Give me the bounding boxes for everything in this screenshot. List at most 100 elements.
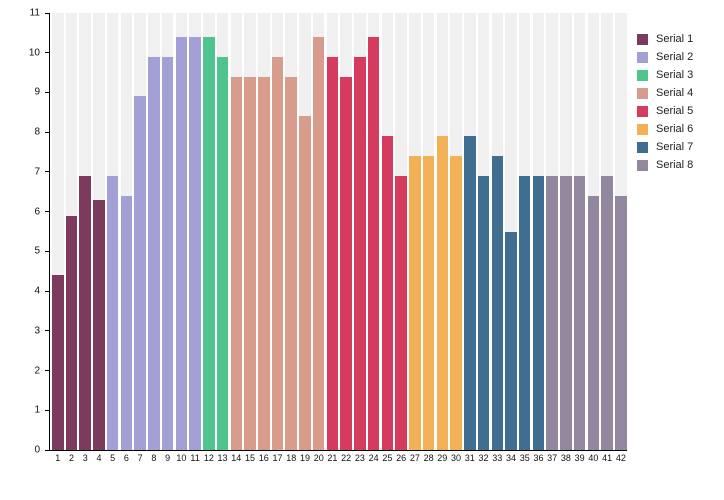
x-tick-label: 15	[245, 453, 256, 463]
x-tick-label: 10	[176, 453, 187, 463]
bar-9[interactable]	[161, 56, 174, 450]
legend-item-serial-7[interactable]: Serial 7	[637, 141, 693, 153]
bar-23[interactable]	[354, 56, 366, 450]
bar-42[interactable]	[615, 195, 627, 450]
category-column-30: 30	[450, 13, 462, 463]
x-tick-label: 23	[354, 453, 365, 463]
category-column-41: 41	[601, 13, 613, 463]
category-column-31: 31	[464, 13, 476, 463]
x-tick-label: 7	[137, 453, 143, 463]
x-tick-label: 30	[451, 453, 462, 463]
bar-31[interactable]	[464, 136, 476, 450]
category-column-34: 34	[505, 13, 517, 463]
bar-26[interactable]	[395, 175, 407, 450]
bar-3[interactable]	[79, 175, 91, 450]
x-tick-label: 21	[327, 453, 338, 463]
bar-12[interactable]	[203, 36, 215, 450]
bar-11[interactable]	[189, 36, 201, 450]
x-tick-label: 28	[423, 453, 434, 463]
legend-swatch	[637, 87, 648, 99]
bar-35[interactable]	[518, 175, 531, 450]
x-tick-label: 1	[55, 453, 61, 463]
bar-18[interactable]	[285, 76, 297, 450]
category-column-6: 6	[120, 13, 133, 463]
category-column-20: 20	[312, 13, 325, 463]
bar-5[interactable]	[106, 175, 119, 450]
y-tick-label: 6	[34, 206, 40, 218]
legend: Serial 1 Serial 2 Serial 3 Serial 4 Serial 5…	[637, 33, 693, 177]
legend-item-serial-2[interactable]: Serial 2	[637, 51, 693, 63]
bar-16[interactable]	[258, 76, 270, 450]
legend-swatch	[637, 123, 648, 135]
bar-13[interactable]	[216, 56, 229, 450]
bar-10[interactable]	[175, 36, 188, 450]
bar-2[interactable]	[65, 215, 78, 450]
y-tick-label: 11	[29, 7, 40, 19]
bar-41[interactable]	[601, 175, 613, 450]
x-tick-label: 38	[560, 453, 571, 463]
bar-17[interactable]	[271, 56, 284, 450]
x-tick-label: 26	[396, 453, 407, 463]
legend-item-serial-4[interactable]: Serial 4	[637, 87, 693, 99]
bar-19[interactable]	[299, 116, 311, 450]
x-tick-label: 5	[110, 453, 116, 463]
category-column-11: 11	[189, 13, 201, 463]
category-column-26: 26	[395, 13, 407, 463]
bar-8[interactable]	[148, 56, 160, 450]
bar-34[interactable]	[505, 231, 517, 450]
category-column-33: 33	[491, 13, 503, 463]
bar-39[interactable]	[573, 175, 586, 450]
bar-6[interactable]	[120, 195, 133, 450]
bar-1[interactable]	[52, 275, 64, 450]
bar-40[interactable]	[587, 195, 600, 450]
bar-29[interactable]	[436, 136, 449, 450]
y-tick-label: 0	[34, 444, 40, 456]
x-tick-label: 19	[299, 453, 310, 463]
category-column-13: 13	[216, 13, 229, 463]
legend-item-serial-6[interactable]: Serial 6	[637, 123, 693, 135]
category-column-15: 15	[244, 13, 256, 463]
category-column-1: 1	[52, 13, 64, 463]
x-tick-label: 42	[615, 453, 626, 463]
category-column-25: 25	[381, 13, 394, 463]
bar-20[interactable]	[312, 36, 325, 450]
legend-label: Serial 1	[656, 33, 694, 45]
bar-38[interactable]	[560, 175, 572, 450]
x-tick-label: 37	[547, 453, 558, 463]
bar-15[interactable]	[244, 76, 256, 450]
bar-24[interactable]	[367, 36, 380, 450]
category-column-7: 7	[134, 13, 146, 463]
y-tick-label: 1	[34, 404, 40, 416]
x-tick-label: 32	[478, 453, 489, 463]
bar-36[interactable]	[532, 175, 545, 450]
bar-7[interactable]	[134, 96, 146, 450]
bar-27[interactable]	[409, 156, 421, 450]
legend-item-serial-8[interactable]: Serial 8	[637, 159, 693, 171]
bar-32[interactable]	[477, 175, 490, 450]
bar-21[interactable]	[326, 56, 339, 450]
y-tick-mark	[45, 330, 50, 332]
y-tick-mark	[45, 449, 50, 451]
category-column-14: 14	[230, 13, 243, 463]
bar-33[interactable]	[491, 156, 503, 450]
bar-22[interactable]	[340, 76, 352, 450]
bar-columns: 1 2 3 4 5 6 7 8 9 10 11 12 13 14 15 16 17 18 19 20 21 22 23 24 2…	[52, 13, 627, 463]
legend-item-serial-3[interactable]: Serial 3	[637, 69, 693, 81]
legend-item-serial-1[interactable]: Serial 1	[637, 33, 693, 45]
x-tick-label: 9	[165, 453, 171, 463]
legend-swatch	[637, 159, 648, 171]
category-column-5: 5	[106, 13, 119, 463]
bar-28[interactable]	[422, 156, 435, 450]
bar-37[interactable]	[546, 175, 558, 450]
category-column-19: 19	[299, 13, 311, 463]
bar-25[interactable]	[381, 136, 394, 450]
legend-label: Serial 7	[656, 141, 694, 153]
x-tick-label: 4	[96, 453, 102, 463]
x-tick-label: 40	[588, 453, 599, 463]
bar-30[interactable]	[450, 156, 462, 450]
x-tick-label: 11	[190, 453, 200, 463]
bar-4[interactable]	[93, 199, 105, 450]
x-tick-label: 36	[533, 453, 544, 463]
legend-item-serial-5[interactable]: Serial 5	[637, 105, 693, 117]
bar-14[interactable]	[230, 76, 243, 450]
